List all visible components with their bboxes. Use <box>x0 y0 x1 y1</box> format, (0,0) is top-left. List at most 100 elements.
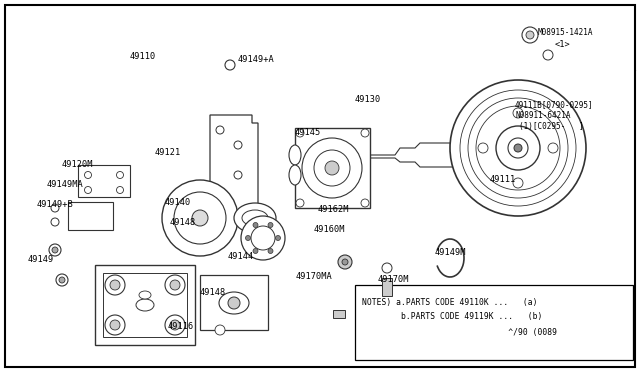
Text: 49110: 49110 <box>130 52 156 61</box>
Text: 49140: 49140 <box>165 198 191 207</box>
Circle shape <box>52 247 58 253</box>
Circle shape <box>110 280 120 290</box>
Circle shape <box>522 27 538 43</box>
Circle shape <box>338 255 352 269</box>
Ellipse shape <box>139 291 151 299</box>
Text: 49130: 49130 <box>355 95 381 104</box>
Circle shape <box>508 138 528 158</box>
Circle shape <box>56 274 68 286</box>
Text: 49120M: 49120M <box>62 160 93 169</box>
Text: 49149+B: 49149+B <box>37 200 74 209</box>
Circle shape <box>105 315 125 335</box>
Bar <box>355 285 633 360</box>
Circle shape <box>234 171 242 179</box>
Text: <1>: <1> <box>555 40 571 49</box>
Bar <box>68 202 113 230</box>
Circle shape <box>170 320 180 330</box>
Ellipse shape <box>356 149 364 163</box>
Circle shape <box>116 171 124 179</box>
Circle shape <box>268 248 273 253</box>
Circle shape <box>246 235 250 241</box>
Circle shape <box>165 275 185 295</box>
Circle shape <box>51 218 59 226</box>
Circle shape <box>170 280 180 290</box>
Circle shape <box>268 222 273 228</box>
Polygon shape <box>360 143 460 167</box>
Circle shape <box>526 31 534 39</box>
Circle shape <box>275 235 280 241</box>
Text: 49160M: 49160M <box>314 225 346 234</box>
Text: 49170MA: 49170MA <box>296 272 333 281</box>
Bar <box>200 275 268 330</box>
Circle shape <box>543 50 553 60</box>
Circle shape <box>382 263 392 273</box>
Text: 49111B[0790-0295]: 49111B[0790-0295] <box>515 100 594 109</box>
Circle shape <box>548 143 558 153</box>
Bar <box>103 273 187 337</box>
Ellipse shape <box>136 299 154 311</box>
Text: ^/90 (0089: ^/90 (0089 <box>362 328 557 337</box>
Circle shape <box>496 126 540 170</box>
Circle shape <box>450 80 586 216</box>
Circle shape <box>241 216 285 260</box>
Circle shape <box>251 226 275 250</box>
Circle shape <box>216 126 224 134</box>
Text: 49148: 49148 <box>200 288 227 297</box>
Ellipse shape <box>289 145 301 165</box>
Circle shape <box>513 108 523 118</box>
Circle shape <box>513 178 523 188</box>
Bar <box>95 265 195 345</box>
Circle shape <box>342 259 348 265</box>
Text: 49149M: 49149M <box>435 248 467 257</box>
Circle shape <box>192 210 208 226</box>
Ellipse shape <box>242 210 268 226</box>
Circle shape <box>116 186 124 193</box>
Circle shape <box>105 275 125 295</box>
Text: N08911-6421A: N08911-6421A <box>516 111 572 120</box>
Text: 49121: 49121 <box>155 148 181 157</box>
Text: b.PARTS CODE 49119K ...   (b): b.PARTS CODE 49119K ... (b) <box>362 312 542 321</box>
Circle shape <box>225 60 235 70</box>
Circle shape <box>162 180 238 256</box>
Circle shape <box>253 222 258 228</box>
Text: 49149+A: 49149+A <box>238 55 275 64</box>
Circle shape <box>468 98 568 198</box>
Ellipse shape <box>219 292 249 314</box>
Circle shape <box>84 171 92 179</box>
Circle shape <box>51 204 59 212</box>
Text: 49170M: 49170M <box>378 275 410 284</box>
Circle shape <box>514 144 522 152</box>
Polygon shape <box>210 115 258 215</box>
Text: (1)[C0295-   ]: (1)[C0295- ] <box>519 122 584 131</box>
Bar <box>382 278 392 296</box>
Text: 49149: 49149 <box>28 255 54 264</box>
Circle shape <box>478 143 488 153</box>
Text: 49111: 49111 <box>490 175 516 184</box>
Circle shape <box>296 199 304 207</box>
Circle shape <box>314 150 350 186</box>
Circle shape <box>253 248 258 253</box>
Circle shape <box>218 191 226 199</box>
Text: 49162M: 49162M <box>318 205 349 214</box>
Circle shape <box>361 199 369 207</box>
Text: M08915-1421A: M08915-1421A <box>538 28 593 37</box>
Circle shape <box>361 129 369 137</box>
Circle shape <box>302 138 362 198</box>
Text: 49145: 49145 <box>295 128 321 137</box>
Bar <box>295 128 370 208</box>
Text: 49149MA: 49149MA <box>47 180 84 189</box>
Text: 49116: 49116 <box>168 322 195 331</box>
Text: 49144: 49144 <box>228 252 254 261</box>
Circle shape <box>476 106 560 190</box>
Bar <box>333 310 345 318</box>
Circle shape <box>325 161 339 175</box>
Circle shape <box>165 315 185 335</box>
Bar <box>78 165 130 197</box>
Circle shape <box>49 244 61 256</box>
Circle shape <box>460 90 576 206</box>
Circle shape <box>228 297 240 309</box>
Circle shape <box>234 141 242 149</box>
Circle shape <box>174 192 226 244</box>
Text: NOTES) a.PARTS CODE 49110K ...   (a): NOTES) a.PARTS CODE 49110K ... (a) <box>362 298 538 307</box>
Circle shape <box>59 277 65 283</box>
